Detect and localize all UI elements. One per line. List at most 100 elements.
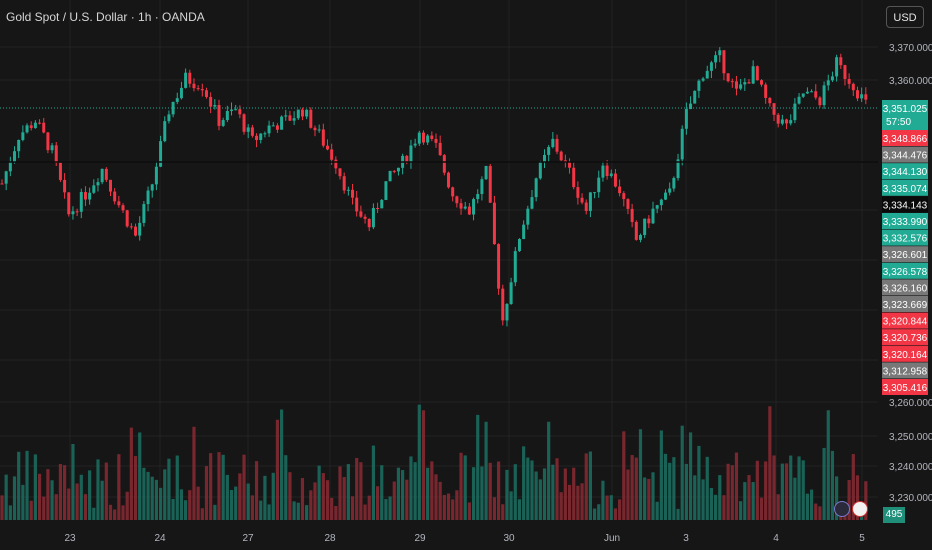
- price-tick-label: 3,230.000: [889, 493, 932, 504]
- candle: [726, 73, 730, 82]
- candle: [484, 165, 488, 180]
- candle: [438, 142, 442, 156]
- volume-bar: [826, 410, 830, 520]
- volume-bar: [476, 414, 480, 520]
- volume-bar: [29, 500, 33, 520]
- time-tick-label: 4: [773, 533, 779, 544]
- candle: [676, 159, 680, 179]
- volume-bar: [809, 489, 814, 520]
- us-flag-icon[interactable]: [852, 501, 868, 517]
- volume-bar: [668, 462, 672, 520]
- volume-bar: [158, 487, 163, 520]
- candle: [426, 135, 430, 143]
- volume-bar: [246, 483, 250, 520]
- volume-bar: [538, 479, 542, 520]
- volume-bar: [150, 476, 154, 520]
- volume-bar: [555, 458, 559, 520]
- candle: [355, 197, 359, 212]
- volume-bar: [451, 499, 455, 520]
- volume-bar: [288, 472, 292, 520]
- candle: [371, 207, 375, 228]
- candle: [768, 97, 772, 104]
- candle: [242, 114, 246, 132]
- candle: [246, 127, 250, 132]
- volume-bars: [0, 404, 868, 520]
- volume-bar: [747, 475, 751, 520]
- volume-bar: [584, 453, 588, 520]
- price-tag: 3,348.866: [883, 134, 928, 145]
- candle: [321, 129, 325, 146]
- volume-bar: [4, 474, 8, 520]
- volume-bar: [680, 425, 684, 520]
- volume-bar: [663, 453, 668, 520]
- candle: [797, 96, 801, 104]
- candle: [388, 170, 392, 182]
- volume-bar: [271, 472, 275, 520]
- candle: [626, 199, 630, 209]
- currency-button[interactable]: USD: [886, 6, 924, 28]
- candle: [622, 193, 626, 200]
- candle: [839, 57, 843, 66]
- volume-bar: [772, 455, 776, 520]
- volume-bar: [133, 456, 138, 520]
- volume-bar: [438, 481, 442, 520]
- candle: [29, 125, 33, 129]
- candle: [8, 162, 12, 172]
- candle: [234, 109, 238, 111]
- volume-bar: [405, 479, 409, 520]
- volume-bar: [526, 457, 530, 520]
- candle: [300, 109, 304, 117]
- volume-bar: [688, 432, 693, 520]
- price-tag-bg: [882, 146, 928, 163]
- volume-bar: [864, 481, 868, 520]
- volume-bar: [234, 486, 238, 520]
- volume-bar: [522, 446, 526, 520]
- candle: [789, 120, 793, 124]
- price-tick-label: 3,360.000: [889, 76, 932, 87]
- candle: [79, 192, 83, 212]
- volume-bar: [580, 483, 584, 520]
- volume-bar: [221, 454, 225, 520]
- volume-bar: [296, 502, 300, 520]
- candle: [818, 97, 822, 106]
- candle: [200, 89, 204, 91]
- candle: [697, 80, 701, 91]
- volume-bar: [442, 494, 446, 520]
- volume-bar: [805, 493, 810, 520]
- candlesticks: [0, 47, 868, 327]
- candle: [413, 143, 417, 146]
- volume-bar: [559, 492, 563, 520]
- candle: [563, 160, 567, 163]
- time-tick-label: 30: [503, 533, 515, 544]
- volume-bar: [851, 454, 855, 520]
- volume-bar: [392, 481, 396, 520]
- volume-bar: [480, 466, 484, 520]
- candle: [613, 173, 617, 187]
- volume-bar: [513, 464, 517, 520]
- volume-bar: [100, 480, 104, 520]
- candle: [417, 132, 421, 144]
- candle: [734, 81, 738, 89]
- time-tick-label: 27: [242, 533, 254, 544]
- time-tick-label: Jun: [604, 533, 620, 544]
- candle: [643, 218, 647, 236]
- candle: [38, 122, 42, 124]
- volume-bar: [630, 455, 634, 520]
- volume-bar: [342, 477, 346, 520]
- volume-bar: [830, 450, 835, 520]
- candle: [476, 194, 480, 200]
- lightning-icon[interactable]: [834, 501, 850, 517]
- volume-bar: [209, 453, 213, 520]
- volume-bar: [125, 491, 129, 520]
- candle: [497, 244, 501, 289]
- candle: [534, 178, 538, 198]
- candle: [67, 192, 71, 215]
- candle: [129, 226, 133, 228]
- candle: [772, 103, 776, 115]
- volume-bar: [793, 477, 797, 520]
- volume-bar: [730, 465, 734, 520]
- candle: [71, 211, 75, 215]
- volume-bar: [171, 498, 175, 520]
- price-tag: 3,305.416: [883, 383, 928, 394]
